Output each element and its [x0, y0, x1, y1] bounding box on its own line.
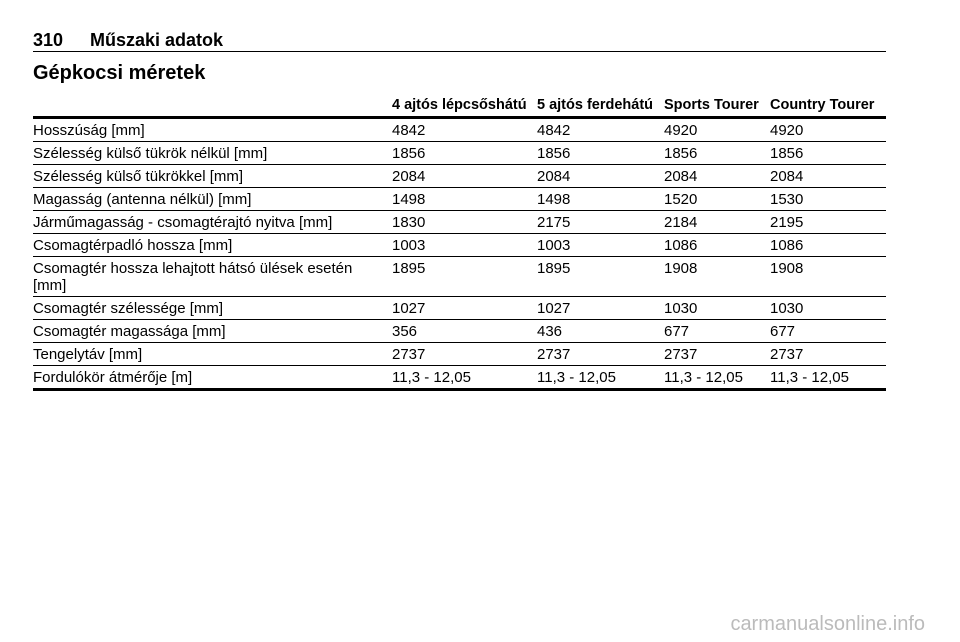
table-row: Magasság (antenna nélkül) [mm] 1498 1498 15… — [33, 187, 886, 211]
page-number: 310 — [33, 30, 64, 50]
table-row: Tengelytáv [mm] 2737 2737 2737 2737 — [33, 342, 886, 366]
cell: 4842 — [392, 117, 537, 142]
cell: 1027 — [537, 296, 664, 320]
cell: 1027 — [392, 296, 537, 320]
header-cell — [33, 95, 392, 119]
cell: 2084 — [392, 164, 537, 188]
cell: 2175 — [537, 210, 664, 234]
cell: 4842 — [537, 117, 664, 142]
column-header: Sports Tourer — [664, 95, 770, 119]
table-row: Járműmagasság - csomagtérajtó nyitva [mm… — [33, 210, 886, 234]
cell: 1908 — [664, 256, 770, 297]
row-label: Szélesség külső tükrök nélkül [mm] — [33, 141, 392, 165]
table-title: Gépkocsi méretek — [33, 62, 206, 84]
cell: 2737 — [537, 342, 664, 366]
table-body: Hosszúság [mm] 4842 4842 4920 4920 Szélesség … — [33, 117, 886, 391]
table-row: Csomagtér hossza lehajtott hátsó ülések … — [33, 256, 886, 297]
cell: 1086 — [770, 233, 886, 257]
row-label: Csomagtér hossza lehajtott hátsó ülések … — [33, 256, 392, 297]
row-label: Hosszúság [mm] — [33, 117, 392, 142]
cell: 11,3 - 12,05 — [664, 365, 770, 391]
row-label: Tengelytáv [mm] — [33, 342, 392, 366]
row-label: Csomagtér magassága [mm] — [33, 319, 392, 343]
cell: 1003 — [392, 233, 537, 257]
cell: 2737 — [770, 342, 886, 366]
cell: 4920 — [664, 117, 770, 142]
cell: 11,3 - 12,05 — [770, 365, 886, 391]
cell: 1856 — [664, 141, 770, 165]
column-header: Country Tourer — [770, 95, 886, 119]
cell: 1030 — [664, 296, 770, 320]
table-row: Hosszúság [mm] 4842 4842 4920 4920 — [33, 117, 886, 142]
cell: 2737 — [664, 342, 770, 366]
cell: 1030 — [770, 296, 886, 320]
cell: 677 — [770, 319, 886, 343]
cell: 2195 — [770, 210, 886, 234]
cell: 436 — [537, 319, 664, 343]
dimensions-table: 4 ajtós lépcsőshátú 5 ajtós ferdehátú Spor… — [33, 95, 886, 391]
row-label: Csomagtérpadló hossza [mm] — [33, 233, 392, 257]
row-label: Szélesség külső tükrökkel [mm] — [33, 164, 392, 188]
page-header: 310 Műszaki adatok — [33, 30, 886, 52]
section-title: Műszaki adatok — [90, 30, 224, 50]
row-label: Magasság (antenna nélkül) [mm] — [33, 187, 392, 211]
cell: 2084 — [770, 164, 886, 188]
cell: 677 — [664, 319, 770, 343]
cell: 1856 — [392, 141, 537, 165]
header-row: 4 ajtós lépcsőshátú 5 ajtós ferdehátú Spor… — [33, 95, 886, 119]
cell: 1530 — [770, 187, 886, 211]
table-row: Csomagtérpadló hossza [mm] 1003 1003 1086 10… — [33, 233, 886, 257]
cell: 2084 — [664, 164, 770, 188]
cell: 4920 — [770, 117, 886, 142]
cell: 1856 — [537, 141, 664, 165]
row-label: Járműmagasság - csomagtérajtó nyitva [mm… — [33, 210, 392, 234]
cell: 1498 — [537, 187, 664, 211]
column-header: 4 ajtós lépcsőshátú — [392, 95, 537, 119]
cell: 1086 — [664, 233, 770, 257]
cell: 1895 — [392, 256, 537, 297]
cell: 1520 — [664, 187, 770, 211]
cell: 1003 — [537, 233, 664, 257]
cell: 2737 — [392, 342, 537, 366]
cell: 11,3 - 12,05 — [537, 365, 664, 391]
row-label: Fordulókör átmérője [m] — [33, 365, 392, 391]
cell: 356 — [392, 319, 537, 343]
cell: 1830 — [392, 210, 537, 234]
watermark: carmanualsonline.info — [730, 613, 925, 635]
cell: 2184 — [664, 210, 770, 234]
table-row: Csomagtér magassága [mm] 356 436 677 677 — [33, 319, 886, 343]
cell: 1498 — [392, 187, 537, 211]
cell: 1908 — [770, 256, 886, 297]
table-row: Fordulókör átmérője [m] 11,3 - 12,05 11,3 … — [33, 365, 886, 391]
cell: 1856 — [770, 141, 886, 165]
cell: 2084 — [537, 164, 664, 188]
table-row: Szélesség külső tükrök nélkül [mm] 1856 18… — [33, 141, 886, 165]
table-row: Csomagtér szélessége [mm] 1027 1027 1030 103… — [33, 296, 886, 320]
table-row: Szélesség külső tükrökkel [mm] 2084 2084 20… — [33, 164, 886, 188]
row-label: Csomagtér szélessége [mm] — [33, 296, 392, 320]
column-header: 5 ajtós ferdehátú — [537, 95, 664, 119]
cell: 1895 — [537, 256, 664, 297]
cell: 11,3 - 12,05 — [392, 365, 537, 391]
